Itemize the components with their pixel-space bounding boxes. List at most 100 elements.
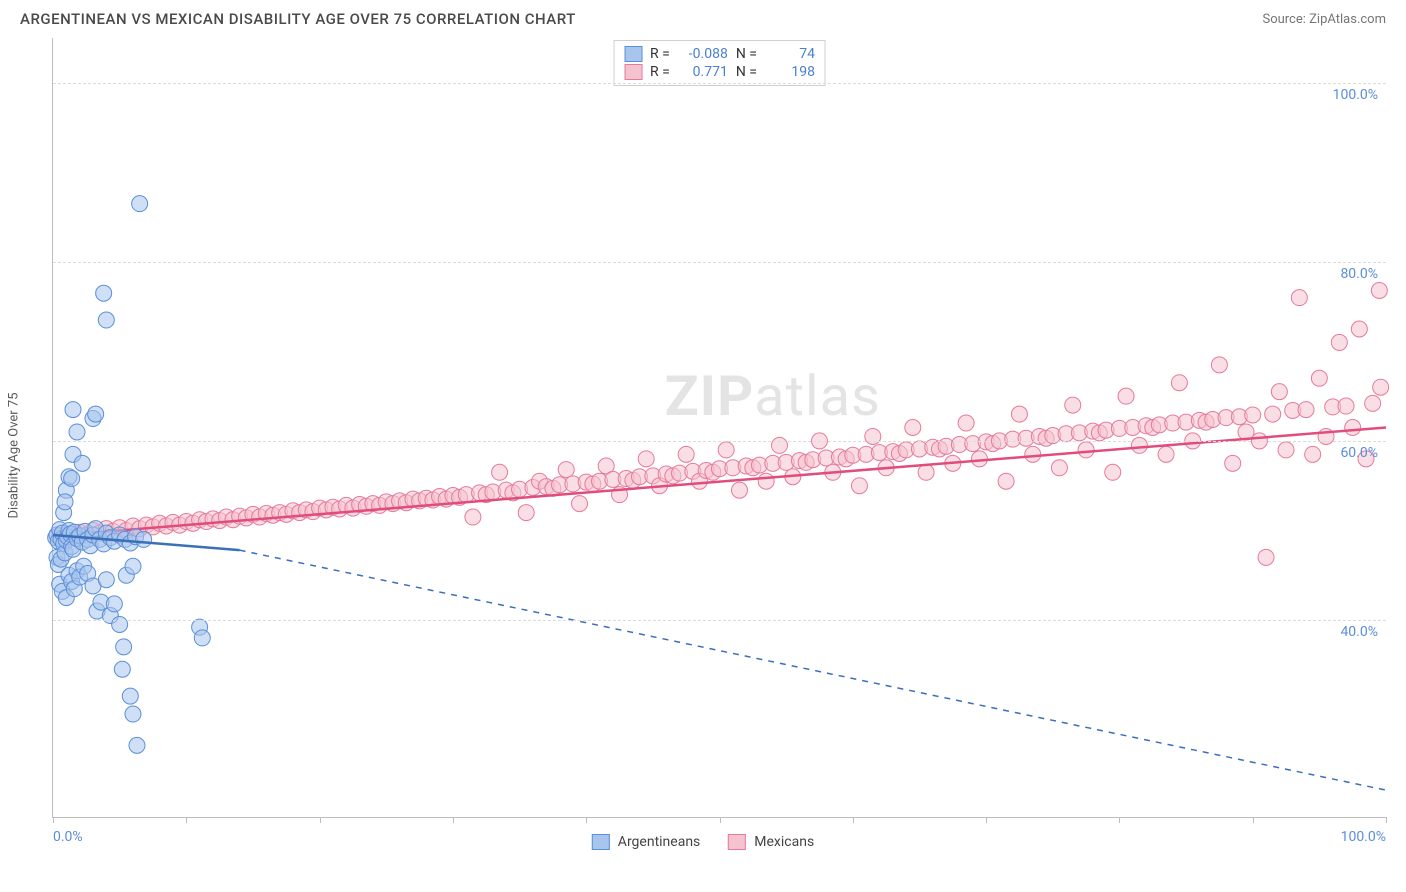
y-tick-label: 100.0% bbox=[1333, 87, 1378, 103]
y-tick-label: 40.0% bbox=[1340, 624, 1378, 640]
scatter-point bbox=[905, 420, 921, 436]
scatter-point bbox=[851, 478, 867, 494]
legend-label: Argentineans bbox=[618, 834, 700, 850]
scatter-point bbox=[1351, 321, 1367, 337]
scatter-point bbox=[1265, 406, 1281, 422]
scatter-point bbox=[194, 630, 210, 646]
scatter-point bbox=[1065, 397, 1081, 413]
x-tick bbox=[453, 817, 454, 823]
plot-area: ZIPatlas R = -0.088 N = 74 R = 0.771 N =… bbox=[52, 38, 1386, 818]
scatter-point bbox=[69, 424, 85, 440]
scatter-point bbox=[1025, 446, 1041, 462]
bottom-legend: Argentineans Mexicans bbox=[592, 834, 814, 850]
trend-line bbox=[53, 428, 1386, 536]
scatter-point bbox=[918, 464, 934, 480]
x-tick bbox=[1253, 817, 1254, 823]
scatter-point bbox=[125, 706, 141, 722]
stats-swatch-icon bbox=[624, 64, 642, 80]
scatter-point bbox=[88, 406, 104, 422]
scatter-point bbox=[112, 616, 128, 632]
gridline bbox=[53, 620, 1386, 621]
scatter-point bbox=[1291, 290, 1307, 306]
scatter-point bbox=[64, 471, 80, 487]
scatter-point bbox=[106, 596, 122, 612]
scatter-point bbox=[129, 737, 145, 753]
scatter-point bbox=[1211, 357, 1227, 373]
scatter-point bbox=[1311, 370, 1327, 386]
scatter-point bbox=[1345, 420, 1361, 436]
stats-n-value: 198 bbox=[765, 64, 815, 80]
legend-item: Mexicans bbox=[728, 834, 814, 850]
scatter-point bbox=[1298, 402, 1314, 418]
stats-swatch-icon bbox=[624, 46, 642, 62]
scatter-point bbox=[98, 312, 114, 328]
scatter-point bbox=[1305, 446, 1321, 462]
scatter-point bbox=[731, 482, 747, 498]
scatter-point bbox=[1105, 464, 1121, 480]
x-tick-label: 100.0% bbox=[1341, 829, 1386, 845]
scatter-svg bbox=[53, 38, 1386, 817]
scatter-point bbox=[1258, 549, 1274, 565]
x-tick bbox=[986, 817, 987, 823]
scatter-point bbox=[771, 437, 787, 453]
x-tick bbox=[186, 817, 187, 823]
scatter-point bbox=[132, 196, 148, 212]
scatter-point bbox=[865, 428, 881, 444]
chart-source: Source: ZipAtlas.com bbox=[1262, 12, 1386, 27]
stats-r-label: R = bbox=[650, 46, 670, 62]
scatter-point bbox=[1131, 437, 1147, 453]
scatter-point bbox=[1078, 442, 1094, 458]
scatter-point bbox=[1225, 455, 1241, 471]
stats-n-label: N = bbox=[736, 64, 757, 80]
scatter-point bbox=[96, 285, 112, 301]
x-tick bbox=[53, 817, 54, 823]
x-tick bbox=[853, 817, 854, 823]
scatter-point bbox=[1171, 375, 1187, 391]
stats-r-value: 0.771 bbox=[678, 64, 728, 80]
trend-line-dashed bbox=[240, 550, 1386, 790]
legend-item: Argentineans bbox=[592, 834, 700, 850]
scatter-point bbox=[114, 661, 130, 677]
scatter-point bbox=[998, 473, 1014, 489]
stats-box: R = -0.088 N = 74 R = 0.771 N = 198 bbox=[613, 40, 826, 86]
scatter-point bbox=[1245, 407, 1261, 423]
scatter-point bbox=[492, 464, 508, 480]
scatter-point bbox=[465, 509, 481, 525]
chart-title: ARGENTINEAN VS MEXICAN DISABILITY AGE OV… bbox=[20, 10, 576, 28]
y-tick-label: 80.0% bbox=[1340, 266, 1378, 282]
x-tick bbox=[720, 817, 721, 823]
scatter-point bbox=[65, 402, 81, 418]
stats-n-value: 74 bbox=[765, 46, 815, 62]
scatter-point bbox=[122, 688, 138, 704]
stats-n-label: N = bbox=[736, 46, 757, 62]
scatter-point bbox=[1158, 446, 1174, 462]
scatter-point bbox=[1371, 283, 1387, 299]
x-tick bbox=[586, 817, 587, 823]
scatter-point bbox=[1278, 442, 1294, 458]
scatter-point bbox=[558, 462, 574, 478]
scatter-point bbox=[678, 446, 694, 462]
x-tick-label: 0.0% bbox=[53, 829, 83, 845]
y-axis-label: Disability Age Over 75 bbox=[7, 392, 22, 518]
scatter-point bbox=[1011, 406, 1027, 422]
scatter-point bbox=[125, 558, 141, 574]
scatter-point bbox=[57, 494, 73, 510]
gridline bbox=[53, 262, 1386, 263]
scatter-point bbox=[1118, 388, 1134, 404]
scatter-point bbox=[136, 531, 152, 547]
scatter-point bbox=[1365, 395, 1381, 411]
scatter-point bbox=[1373, 379, 1389, 395]
scatter-point bbox=[572, 496, 588, 512]
x-tick bbox=[320, 817, 321, 823]
stats-r-value: -0.088 bbox=[678, 46, 728, 62]
scatter-point bbox=[98, 572, 114, 588]
scatter-point bbox=[116, 639, 132, 655]
scatter-point bbox=[1338, 398, 1354, 414]
scatter-point bbox=[1051, 460, 1067, 476]
scatter-point bbox=[1331, 334, 1347, 350]
chart-container: Disability Age Over 75 ZIPatlas R = -0.0… bbox=[20, 38, 1386, 858]
legend-swatch-icon bbox=[592, 834, 610, 850]
scatter-point bbox=[518, 505, 534, 521]
y-tick-label: 60.0% bbox=[1340, 445, 1378, 461]
legend-swatch-icon bbox=[728, 834, 746, 850]
